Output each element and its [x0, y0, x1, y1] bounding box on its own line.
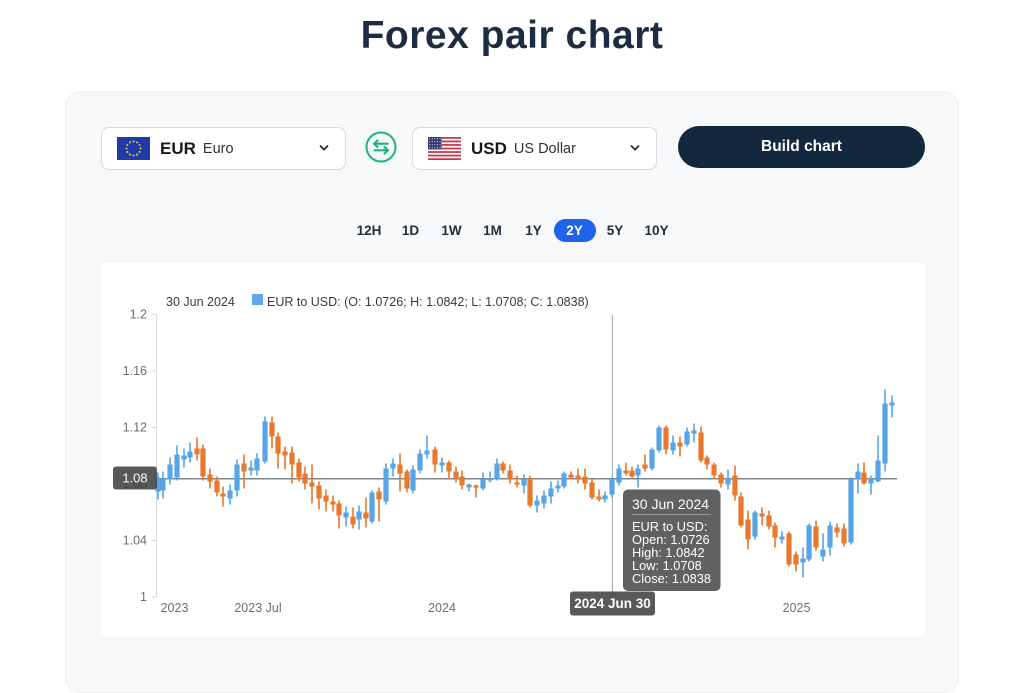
svg-text:1.16: 1.16: [123, 364, 147, 378]
svg-text:1: 1: [140, 590, 147, 604]
svg-text:Open: 1.0726: Open: 1.0726: [632, 532, 710, 547]
svg-text:Low: 1.0708: Low: 1.0708: [632, 558, 702, 573]
svg-text:1.08: 1.08: [122, 470, 147, 485]
svg-text:30 Jun 2024: 30 Jun 2024: [632, 496, 709, 512]
svg-text:2024 Jun 30: 2024 Jun 30: [574, 596, 651, 611]
svg-text:Close: 1.0838: Close: 1.0838: [632, 571, 711, 586]
svg-text:1.04: 1.04: [123, 533, 147, 547]
svg-text:1.2: 1.2: [130, 307, 147, 321]
svg-text:High: 1.0842: High: 1.0842: [632, 545, 705, 560]
svg-text:EUR to USD: (O: 1.0726; H: 1.0: EUR to USD: (O: 1.0726; H: 1.0842; L: 1.…: [267, 295, 589, 309]
svg-text:2023 Jul: 2023 Jul: [234, 601, 281, 615]
svg-text:1.12: 1.12: [123, 420, 147, 434]
svg-text:30 Jun 2024: 30 Jun 2024: [166, 295, 235, 309]
svg-text:2023: 2023: [161, 601, 189, 615]
svg-text:2025: 2025: [783, 601, 811, 615]
svg-text:2024: 2024: [428, 601, 456, 615]
svg-text:EUR to USD:: EUR to USD:: [632, 519, 707, 534]
